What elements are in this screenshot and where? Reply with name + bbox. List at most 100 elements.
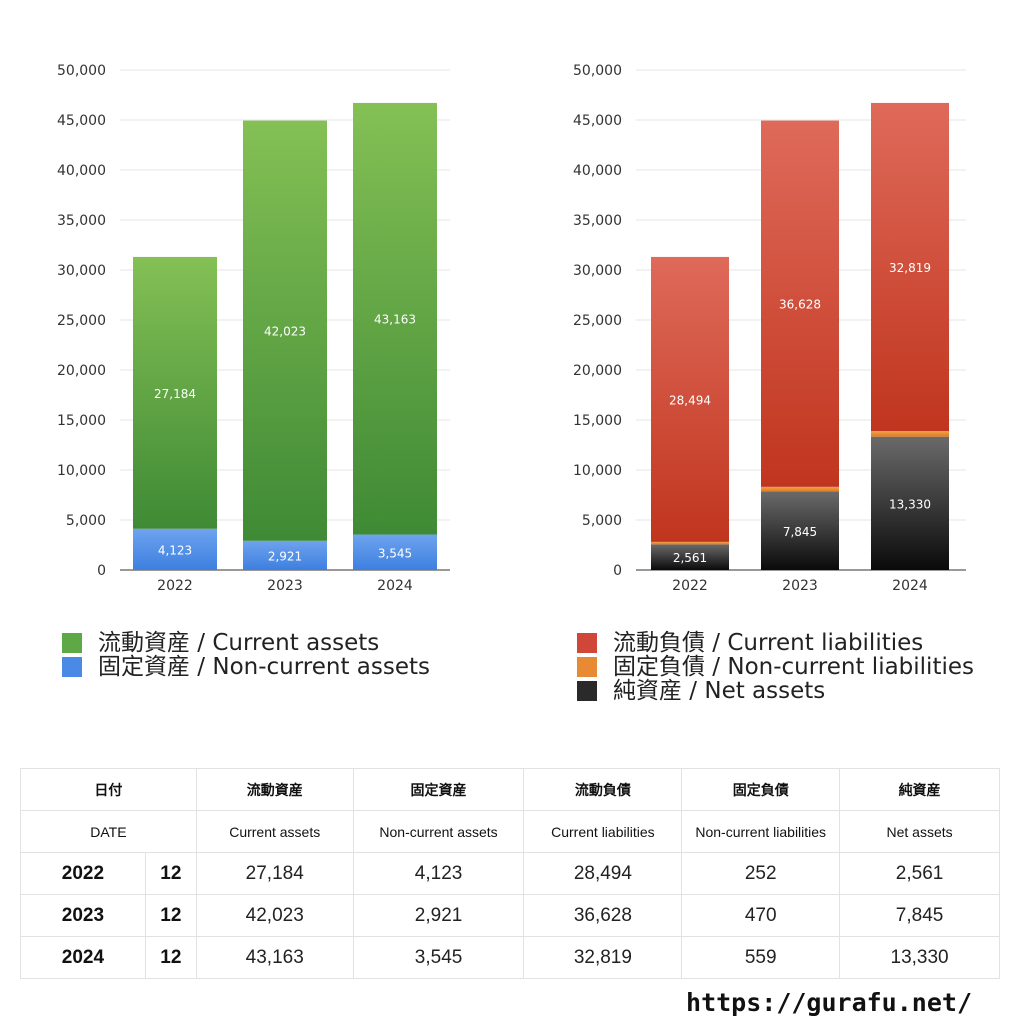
table-subheader-non-current-liabilities: Non-current liabilities — [681, 810, 841, 853]
table-subheader-net-assets: Net assets — [839, 810, 1000, 853]
site-watermark: https://gurafu.net/ — [686, 988, 972, 1017]
y-tick-label: 30,000 — [573, 263, 622, 279]
bar-data-label: 2,561 — [673, 551, 707, 565]
legend-swatch-non-current-assets — [62, 657, 82, 677]
y-tick-label: 5,000 — [66, 513, 106, 529]
legend-label-non-current-assets: 固定資産 / Non-current assets — [98, 654, 431, 680]
liabilities-legend: 流動負債 / Current liabilities 固定負債 / Non-cu… — [577, 631, 974, 703]
table-cell: 13,330 — [839, 936, 1000, 979]
y-tick-label: 25,000 — [573, 313, 622, 329]
bar-segment — [871, 436, 949, 570]
bar-segment — [761, 486, 839, 492]
bar-data-label: 3,545 — [378, 546, 412, 560]
y-tick-label: 35,000 — [573, 213, 622, 229]
table-cell-year: 2022 — [20, 852, 146, 895]
bar-data-label: 43,163 — [374, 313, 416, 327]
table-cell-month: 12 — [144, 936, 197, 979]
y-tick-label: 50,000 — [573, 63, 622, 79]
legend-item-current-liabilities: 流動負債 / Current liabilities — [577, 631, 974, 655]
y-tick-label: 20,000 — [57, 363, 106, 379]
table-subheader-current-liabilities: Current liabilities — [523, 810, 683, 853]
table-cell-year: 2024 — [20, 936, 146, 979]
bar-segment — [651, 541, 729, 545]
y-tick-label: 35,000 — [57, 213, 106, 229]
legend-label-net-assets: 純資産 / Net assets — [613, 678, 826, 704]
bar-data-label: 27,184 — [154, 387, 196, 401]
y-tick-label: 15,000 — [57, 413, 106, 429]
table-cell: 32,819 — [523, 936, 683, 979]
legend-swatch-net-assets — [577, 681, 597, 701]
y-tick-label: 25,000 — [57, 313, 106, 329]
legend-swatch-current-liabilities — [577, 633, 597, 653]
bar-segment — [871, 102, 949, 432]
table-cell: 2,561 — [839, 852, 1000, 895]
table-cell: 4,123 — [352, 852, 525, 895]
bar-segment — [353, 534, 437, 570]
table-cell: 7,845 — [839, 894, 1000, 937]
data-table: 日付 流動資産 固定資産 流動負債 固定負債 純資産 DATE Current … — [20, 768, 1000, 979]
table-header-non-current-assets: 固定資産 — [352, 768, 525, 811]
assets-legend: 流動資産 / Current assets 固定資産 / Non-current… — [62, 631, 430, 679]
legend-item-current-assets: 流動資産 / Current assets — [62, 631, 430, 655]
table-header-net-assets: 純資産 — [839, 768, 1000, 811]
table-cell: 42,023 — [195, 894, 354, 937]
table-cell: 252 — [681, 852, 841, 895]
table-cell-month: 12 — [144, 894, 197, 937]
legend-label-current-liabilities: 流動負債 / Current liabilities — [613, 630, 924, 656]
y-tick-label: 30,000 — [57, 263, 106, 279]
liabilities-chart: 0 5,000 10,000 15,000 20,000 25,000 30,000 35,0… — [573, 63, 966, 594]
table-cell: 3,545 — [352, 936, 525, 979]
bar-segment — [243, 540, 327, 570]
x-tick-label: 2022 — [672, 578, 708, 594]
bar-data-label: 2,921 — [268, 549, 302, 563]
table-cell: 27,184 — [195, 852, 354, 895]
table-row: 2022 12 27,184 4,123 28,494 252 2,561 — [20, 852, 1000, 895]
charts-area: 0 5,000 10,000 15,000 20,000 25,000 30,000 35,0… — [57, 63, 966, 594]
table-header-current-liabilities: 流動負債 — [523, 768, 683, 811]
table-header-current-assets: 流動資産 — [195, 768, 354, 811]
assets-chart: 0 5,000 10,000 15,000 20,000 25,000 30,000 35,0… — [57, 63, 450, 594]
table-subheader-current-assets: Current assets — [195, 810, 354, 853]
legend-label-non-current-liabilities: 固定負債 / Non-current liabilities — [613, 654, 974, 680]
table-header-date: 日付 — [20, 768, 197, 811]
table-header-row-en: DATE Current assets Non-current assets C… — [20, 810, 1000, 853]
y-tick-label: 5,000 — [582, 513, 622, 529]
x-tick-label: 2023 — [267, 578, 303, 594]
table-header-non-current-liabilities: 固定負債 — [681, 768, 841, 811]
table-row: 2024 12 43,163 3,545 32,819 559 13,330 — [20, 936, 1000, 979]
y-tick-label: 10,000 — [573, 463, 622, 479]
x-tick-label: 2023 — [782, 578, 818, 594]
table-cell: 470 — [681, 894, 841, 937]
bar-segment — [651, 544, 729, 570]
bar-segment — [243, 120, 327, 541]
bar-data-label: 42,023 — [264, 325, 306, 339]
bar-segment — [133, 256, 217, 529]
bar-segment — [651, 256, 729, 542]
table-cell: 28,494 — [523, 852, 683, 895]
table-cell: 559 — [681, 936, 841, 979]
x-tick-label: 2022 — [157, 578, 193, 594]
y-tick-label: 40,000 — [573, 163, 622, 179]
x-tick-label: 2024 — [892, 578, 928, 594]
x-tick-label: 2024 — [377, 578, 413, 594]
legend-swatch-current-assets — [62, 633, 82, 653]
bar-data-label: 7,845 — [783, 525, 817, 539]
y-tick-label: 0 — [97, 563, 106, 579]
legend-item-non-current-assets: 固定資産 / Non-current assets — [62, 655, 430, 679]
bar-data-label: 32,819 — [889, 261, 931, 275]
legend-item-non-current-liabilities: 固定負債 / Non-current liabilities — [577, 655, 974, 679]
y-tick-label: 10,000 — [57, 463, 106, 479]
bar-data-label: 13,330 — [889, 497, 931, 511]
table-cell-year: 2023 — [20, 894, 146, 937]
y-tick-label: 0 — [613, 563, 622, 579]
bar-segment — [133, 528, 217, 570]
bar-segment — [871, 431, 949, 437]
y-tick-label: 45,000 — [57, 113, 106, 129]
bar-segment — [353, 102, 437, 535]
table-header-row-jp: 日付 流動資産 固定資産 流動負債 固定負債 純資産 — [20, 768, 1000, 811]
bar-segment — [761, 491, 839, 570]
table-cell: 43,163 — [195, 936, 354, 979]
y-tick-label: 45,000 — [573, 113, 622, 129]
table-cell: 2,921 — [352, 894, 525, 937]
y-tick-label: 40,000 — [57, 163, 106, 179]
